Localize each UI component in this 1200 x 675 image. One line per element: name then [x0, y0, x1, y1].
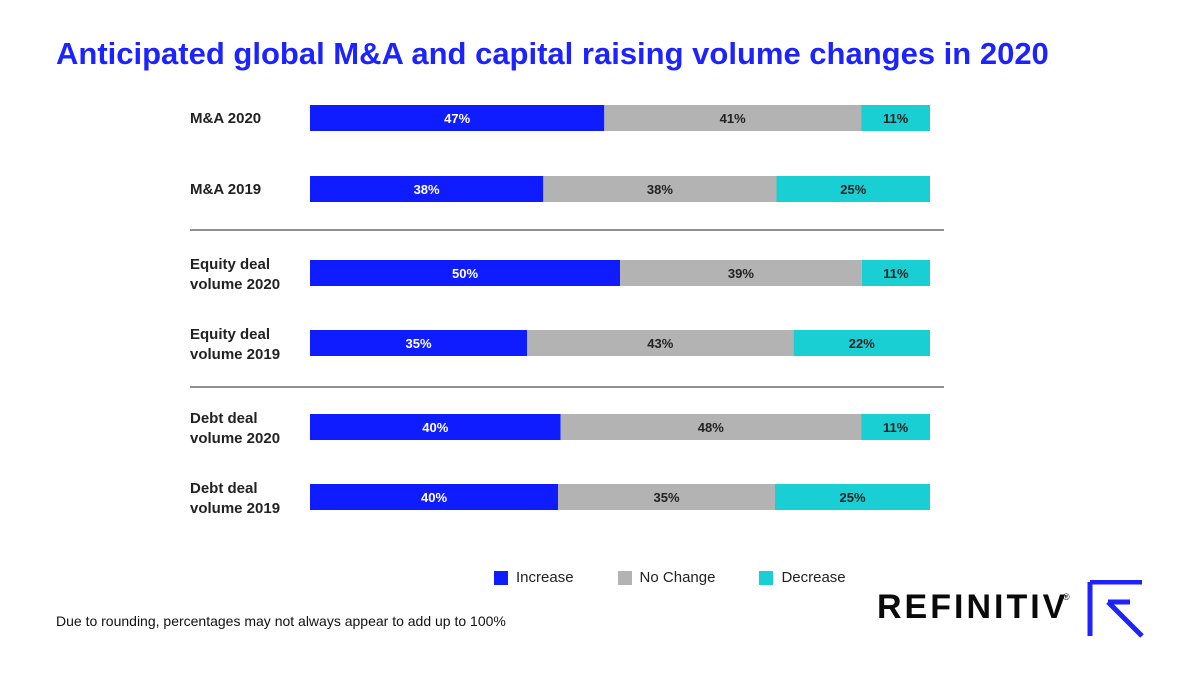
legend: Increase No Change Decrease — [494, 569, 846, 586]
legend-label-increase: Increase — [516, 569, 574, 586]
legend-item-no-change: No Change — [617, 569, 716, 586]
bar-segment-no-change — [560, 414, 862, 440]
bar-segment-increase — [310, 330, 527, 356]
bar-segment-no-change — [543, 176, 777, 202]
data-label: 39% — [728, 266, 754, 281]
bar-segment-increase — [310, 105, 605, 131]
legend-item-increase: Increase — [494, 569, 574, 586]
legend-item-decrease: Decrease — [759, 569, 846, 586]
stacked-bar-chart: M&A 2020 47% 41% 11% M&A 2019 38% 38% 25% Equity… — [190, 105, 944, 517]
data-label: 25% — [839, 490, 865, 505]
data-label: 38% — [414, 182, 440, 197]
footnote: Due to rounding, percentages may not alw… — [56, 613, 506, 629]
bar-segment-increase — [310, 176, 544, 202]
bar-segment-decrease — [861, 414, 930, 440]
category-label: Equity deal volume 2020 — [190, 256, 280, 293]
data-label: 47% — [444, 111, 470, 126]
data-label: 35% — [653, 490, 679, 505]
data-label: 41% — [720, 111, 746, 126]
data-label: 11% — [883, 266, 909, 281]
legend-swatch-increase — [494, 570, 508, 585]
bar-segment-decrease — [793, 330, 930, 356]
bar-segment-no-change — [527, 330, 794, 356]
data-label: 11% — [883, 420, 909, 435]
bar-segment-increase — [310, 260, 620, 286]
data-label: 11% — [883, 111, 909, 126]
bar-segment-no-change — [558, 484, 775, 510]
category-label: Equity deal volume 2019 — [190, 326, 280, 363]
data-label: 22% — [849, 336, 875, 351]
refinitiv-logo-text: REFINITIV — [877, 588, 1069, 626]
category-label: Debt deal volume 2019 — [190, 480, 280, 517]
data-label: 50% — [452, 266, 478, 281]
data-label: 43% — [647, 336, 673, 351]
bar-segment-increase — [310, 414, 561, 440]
bar-segment-decrease — [861, 260, 930, 286]
registered-mark: ® — [1063, 592, 1070, 602]
refinitiv-logo-icon — [1087, 580, 1144, 638]
bar-segment-increase — [310, 484, 558, 510]
bar-segment-decrease — [775, 484, 930, 510]
bar-segment-no-change — [620, 260, 862, 286]
data-label: 40% — [422, 420, 448, 435]
legend-label-decrease: Decrease — [781, 569, 846, 586]
bar-segment-no-change — [604, 105, 862, 131]
category-label: M&A 2019 — [190, 181, 261, 198]
data-label: 25% — [840, 182, 866, 197]
legend-swatch-decrease — [759, 570, 774, 585]
category-label: M&A 2020 — [190, 110, 261, 127]
legend-swatch-no-change — [617, 570, 632, 585]
legend-label-no-change: No Change — [639, 569, 716, 586]
data-label: 38% — [647, 182, 673, 197]
data-label: 35% — [405, 336, 431, 351]
chart-title: Anticipated global M&A and capital raisi… — [56, 36, 1049, 71]
bar-segment-decrease — [776, 176, 930, 202]
data-label: 48% — [698, 420, 724, 435]
category-label: Debt deal volume 2020 — [190, 410, 280, 447]
bar-segment-decrease — [861, 105, 930, 131]
data-label: 40% — [421, 490, 447, 505]
